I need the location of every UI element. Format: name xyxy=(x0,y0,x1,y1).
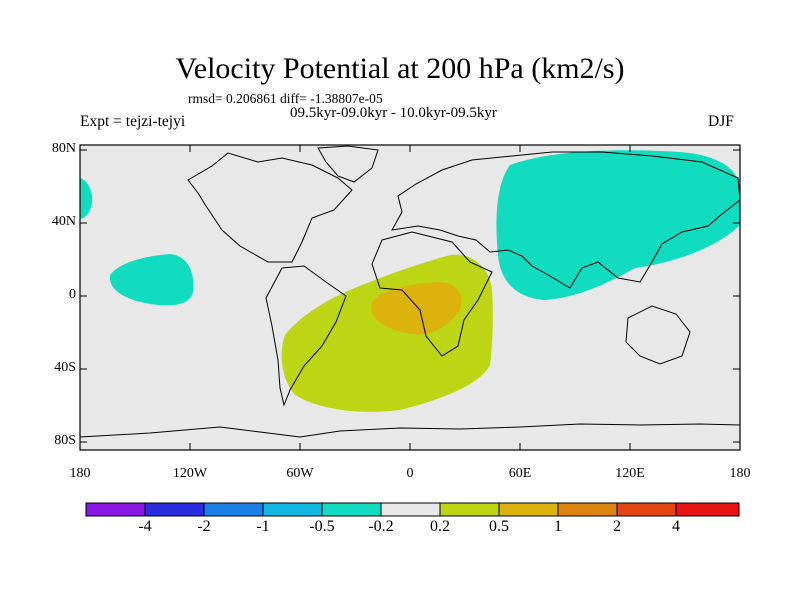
colorbar-box-4 xyxy=(321,502,382,517)
y-tick-label-40n: 40N xyxy=(51,214,76,229)
x-tick-label-60w: 60W xyxy=(286,466,314,481)
colorbar-label-4: -0.2 xyxy=(368,518,394,535)
colorbar-box-0 xyxy=(85,502,146,517)
colorbar-label-5: 0.2 xyxy=(430,518,450,535)
axis-ticks xyxy=(79,145,741,450)
pacific-negative-anomaly xyxy=(109,254,194,306)
x-tick-label-120e: 120E xyxy=(615,466,645,481)
colorbar-box-1 xyxy=(144,502,205,517)
colorbar-box-9 xyxy=(616,502,677,517)
y-tick-label-40s: 40S xyxy=(54,360,76,375)
y-tick-label-80n: 80N xyxy=(51,141,76,156)
experiment-label: Expt = tejzi-tejyi xyxy=(80,113,186,130)
south-america-coast xyxy=(265,265,347,407)
colorbar-label-2: -1 xyxy=(256,518,270,535)
colorbar-label-1: -2 xyxy=(197,518,211,535)
contour-fills xyxy=(80,150,740,412)
colorbar-box-5 xyxy=(380,502,441,517)
colorbar-label-7: 1 xyxy=(554,518,562,535)
africa-coast xyxy=(371,231,493,357)
greenland-coast xyxy=(317,145,379,183)
x-tick-label-120w: 120W xyxy=(172,466,208,481)
period-line: 09.5kyr-09.0kyr - 10.0kyr-09.5kyr xyxy=(290,105,497,121)
x-tick-label-180e: 180 xyxy=(729,466,751,481)
colorbar-box-8 xyxy=(557,502,618,517)
y-tick-label-80s: 80S xyxy=(54,433,76,448)
map-title: Velocity Potential at 200 hPa (km2/s) xyxy=(175,52,625,85)
colorbar-label-3: -0.5 xyxy=(309,518,335,535)
colorbar-box-6 xyxy=(439,502,500,517)
north-america-coast xyxy=(187,152,353,263)
colorbar-box-10 xyxy=(675,502,740,517)
season-label: DJF xyxy=(708,113,734,130)
x-tick-label-180w: 180 xyxy=(69,466,91,481)
y-tick-label-eq: 0 xyxy=(69,287,76,302)
colorbar-label-8: 2 xyxy=(613,518,621,535)
x-tick-label-0: 0 xyxy=(406,466,414,481)
asia-negative-anomaly xyxy=(496,150,740,300)
stats-line: rmsd= 0.206861 diff= -1.38807e-05 xyxy=(188,91,383,106)
antarctica-coast xyxy=(79,423,741,438)
colorbar-label-6: 0.5 xyxy=(489,518,509,535)
colorbar-box-3 xyxy=(262,502,323,517)
europe-asia-coast xyxy=(391,151,741,289)
colorbar xyxy=(85,502,740,517)
colorbar-box-2 xyxy=(203,502,264,517)
colorbar-label-0: -4 xyxy=(138,518,152,535)
australia-coast xyxy=(625,305,691,365)
colorbar-box-7 xyxy=(498,502,559,517)
africa-positive-core xyxy=(370,282,462,335)
coastlines xyxy=(79,145,741,438)
x-tick-label-60e: 60E xyxy=(508,466,532,481)
colorbar-label-9: 4 xyxy=(672,518,680,535)
west-edge-negative-anomaly xyxy=(80,178,93,219)
